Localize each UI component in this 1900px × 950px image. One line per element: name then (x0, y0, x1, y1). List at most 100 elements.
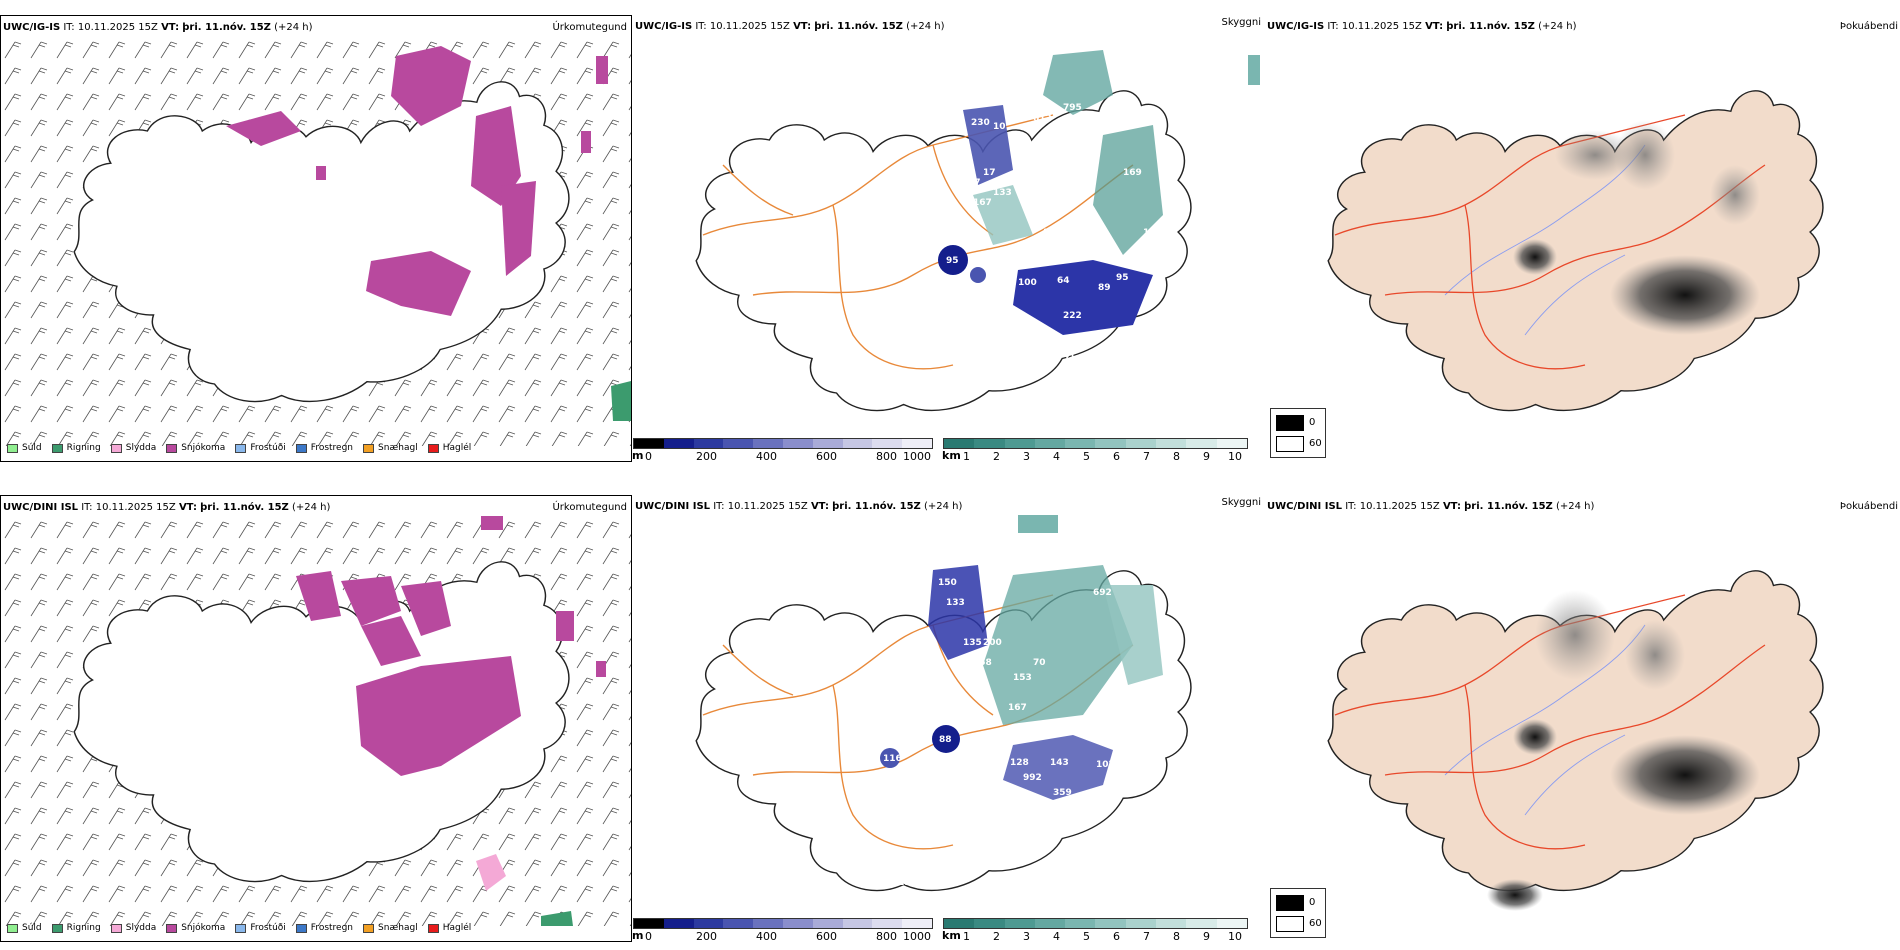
ceiling-label: 222 (1063, 311, 1082, 321)
ceiling-label: 992 (1023, 773, 1042, 783)
ceiling-label: 150 (938, 578, 957, 588)
legend-item: Frostúði (235, 443, 286, 453)
legend-swatch (51, 443, 63, 453)
legend-swatch (427, 923, 439, 933)
colorbar-swatches (943, 438, 1248, 449)
legend-swatch (110, 923, 122, 933)
ceiling-label: 10 (993, 122, 1006, 132)
ceiling-label: 114 (898, 878, 917, 888)
ceiling-label: 169 (1123, 168, 1142, 178)
fog-panel-row2: UWC/DINI ISL IT: 10.11.2025 15Z VT: þri.… (1265, 495, 1900, 942)
ceiling-label: 128 (1010, 758, 1029, 768)
ceiling-label: 230 (971, 118, 990, 128)
ceiling-label: 87 (951, 658, 964, 668)
model-name: UWC/IG-IS (1267, 21, 1325, 32)
legend-item: Haglél (427, 923, 471, 933)
legend-swatch (51, 923, 63, 933)
fog-legend: 0 60 (1270, 888, 1326, 938)
ceiling-panel-row1: UWC/IG-IS IT: 10.11.2025 15Z VT: þri. 11… (632, 15, 1263, 463)
fog-legend-black (1276, 415, 1304, 431)
ceiling-label: 103 (1143, 228, 1162, 238)
legend-swatch (7, 443, 18, 453)
ceiling-label: 612 (1033, 114, 1052, 124)
ceiling-label: 17 (983, 168, 996, 178)
ceiling-label: 102 (1096, 760, 1115, 770)
visibility-areas (973, 50, 1260, 255)
legend-item: Súld (7, 443, 42, 453)
ceiling-label: 116 (883, 754, 902, 764)
ceiling-map: 150 133 135 200 87 258 692 70 153 167 88… (695, 515, 1192, 892)
ceiling-label: 64 (1057, 276, 1070, 286)
ceiling-label: 95 (946, 256, 959, 266)
legend-swatch (295, 443, 307, 453)
ceiling-label: 167 (973, 198, 992, 208)
ceiling-label: 200 (983, 638, 1002, 648)
ceiling-label: 692 (1093, 588, 1112, 598)
ceiling-label: 143 (1050, 758, 1069, 768)
variable-name: Þokuábendi (1839, 21, 1898, 32)
fog-legend-white (1276, 916, 1304, 932)
ceiling-label: 133 (993, 188, 1012, 198)
ceiling-label: 89 (1098, 283, 1111, 293)
rain-area (541, 911, 573, 926)
colorbar-unit: m (632, 449, 644, 462)
ceiling-labels: 150 133 135 200 87 258 692 70 153 167 88… (883, 578, 1166, 888)
ceiling-colorbar: m 0 200 400 600 800 1000 (632, 918, 933, 943)
legend-item: Snæhagl (363, 923, 418, 933)
variable-name: Úrkomutegund (552, 502, 627, 513)
colorbar-ticks: 0 200 400 600 800 1000 (645, 930, 931, 943)
panel-title: UWC/DINI ISL IT: 10.11.2025 15Z VT: þri.… (3, 502, 331, 513)
ceiling-label: 258 (973, 658, 992, 668)
ceiling-label: 88 (939, 735, 952, 745)
ceiling-labels: 230 10 612 795 37 17 133 167 169 29 103 … (946, 103, 1176, 361)
legend-item: Súld (7, 923, 42, 933)
ceiling-label: 359 (1053, 788, 1072, 798)
snow-areas (296, 516, 606, 776)
legend-item: Snjókoma (166, 443, 225, 453)
model-name: UWC/DINI ISL (3, 502, 79, 513)
legend-swatch (427, 443, 439, 453)
legend-item: Frostregn (295, 443, 353, 453)
ceiling-label: 92 (996, 268, 1009, 278)
legend-item: Rigning (51, 443, 101, 453)
legend-item: Frostúði (235, 923, 286, 933)
model-name: UWC/DINI ISL (635, 501, 711, 512)
fog-map (1327, 570, 1824, 911)
ceiling-label: 159 (991, 745, 1010, 755)
colorbar-swatches (633, 918, 933, 929)
model-name: UWC/IG-IS (3, 22, 61, 33)
legend-swatch (166, 443, 178, 453)
rain-area (611, 381, 631, 421)
variable-name: Þokuábendi (1839, 501, 1898, 512)
ceiling-label: 95 (1116, 273, 1129, 283)
panel-title: UWC/DINI ISL IT: 10.11.2025 15Z VT: þri.… (1267, 501, 1595, 512)
legend-item: Snæhagl (363, 443, 418, 453)
ceiling-areas (938, 105, 1153, 335)
legend-swatch (166, 923, 178, 933)
precip-legend: Súld Rigning Slydda Snjókoma Frostúði Fr… (7, 443, 471, 453)
ceiling-label: 153 (1013, 673, 1032, 683)
panel-title: UWC/DINI ISL IT: 10.11.2025 15Z VT: þri.… (635, 501, 963, 512)
colorbar-unit: km (942, 929, 961, 942)
ceiling-label: 100 (1018, 278, 1037, 288)
ceiling-label: 17 (1158, 243, 1171, 253)
colorbar-ticks: 1 2 3 4 5 6 7 8 9 10 (963, 930, 1242, 943)
ceiling-label: 60 (1143, 738, 1156, 748)
legend-swatch (7, 923, 18, 933)
legend-item: Haglél (427, 443, 471, 453)
legend-item: Rigning (51, 923, 101, 933)
panel-title: UWC/IG-IS IT: 10.11.2025 15Z VT: þri. 11… (635, 21, 945, 32)
legend-item: Slydda (110, 923, 156, 933)
model-name: UWC/DINI ISL (1267, 501, 1343, 512)
fog-areas (1487, 590, 1760, 911)
ceiling-label: 134 (1043, 228, 1062, 238)
legend-item: Slydda (110, 443, 156, 453)
ceiling-label: 795 (1063, 103, 1082, 113)
fog-legend-white (1276, 436, 1304, 452)
snow-areas (226, 46, 608, 316)
ceiling-panel-row2: UWC/DINI ISL IT: 10.11.2025 15Z VT: þri.… (632, 495, 1263, 943)
legend-item: Snjókoma (166, 923, 225, 933)
ceiling-label: 41 (1063, 351, 1076, 361)
panel-title: UWC/IG-IS IT: 10.11.2025 15Z VT: þri. 11… (1267, 21, 1577, 32)
roads (1334, 594, 1766, 850)
